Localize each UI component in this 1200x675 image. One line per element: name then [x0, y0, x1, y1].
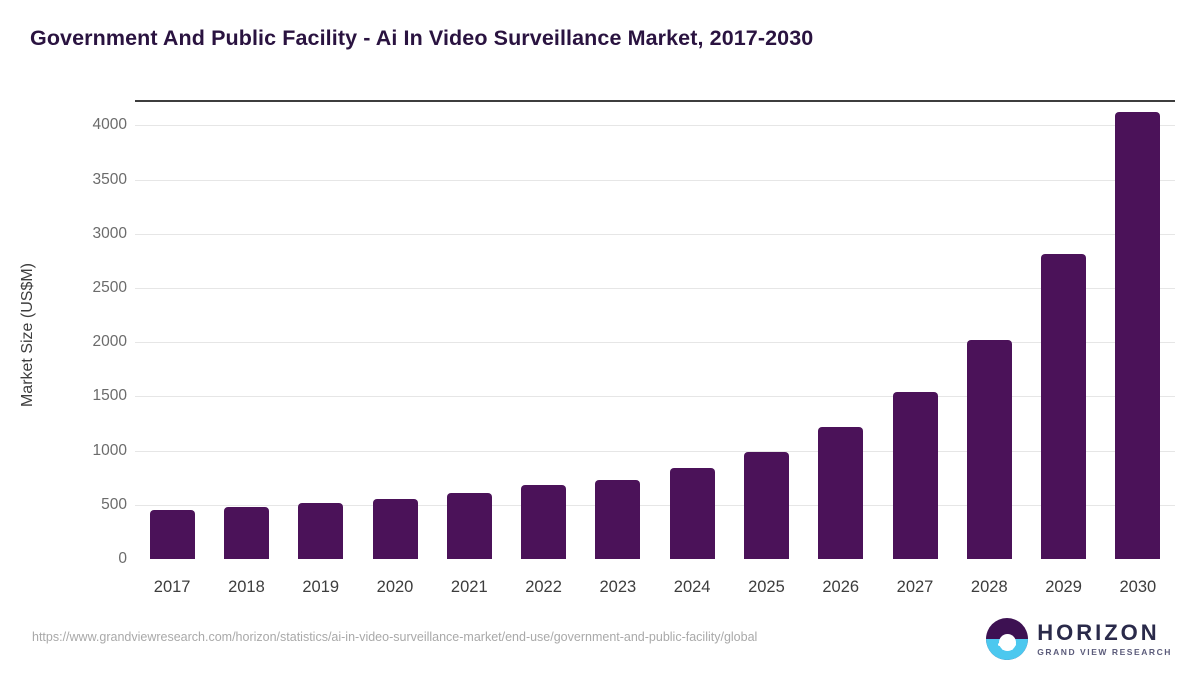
bar[interactable]	[1041, 254, 1087, 559]
gridline	[135, 450, 1175, 452]
x-axis-tick-label: 2020	[376, 578, 414, 596]
logo-sun-shape	[998, 633, 1016, 651]
horizon-logo: HORIZON GRAND VIEW RESEARCH	[986, 618, 1172, 660]
y-axis-title-label: Market Size (US$M)	[19, 262, 36, 408]
x-axis-tick-label: 2027	[896, 578, 934, 596]
bar[interactable]	[521, 485, 567, 559]
bar[interactable]	[372, 498, 418, 559]
logo-ray-upper	[998, 643, 1017, 646]
plot-area: 0 500 1000 1500 2000 2500 3000 3500 4000 2017 2018…	[93, 100, 1180, 596]
x-axis-tick-label: 2018	[228, 578, 265, 596]
y-axis-tick-label: 2000	[92, 333, 127, 351]
x-axis-tick-label: 2024	[673, 578, 711, 596]
bar[interactable]	[818, 427, 864, 559]
gridline	[135, 504, 1175, 506]
gridline	[135, 125, 1175, 127]
bar[interactable]	[669, 467, 715, 559]
x-axis-tick-label: 2025	[748, 578, 785, 596]
page-title: Government And Public Facility - Ai In V…	[30, 26, 814, 50]
logo-wordmark: HORIZON GRAND VIEW RESEARCH	[1037, 619, 1172, 657]
logo-name: HORIZON	[1037, 619, 1160, 645]
logo-ray-lower	[1001, 647, 1013, 650]
y-axis-tick-label: 500	[101, 495, 127, 513]
gridline	[135, 342, 1175, 344]
gridline	[135, 179, 1175, 181]
gridline	[135, 288, 1175, 289]
bar[interactable]	[892, 392, 938, 559]
x-axis-tick-label: 2023	[599, 578, 637, 596]
gridline	[135, 396, 1175, 398]
bar[interactable]	[298, 503, 344, 559]
x-axis-tick-label: 2028	[970, 578, 1008, 596]
x-axis-tick-label: 2030	[1119, 578, 1157, 596]
bar[interactable]	[149, 510, 195, 559]
horizon-sun-circle-icon	[986, 618, 1029, 660]
bar-series	[110, 100, 1180, 570]
bar[interactable]	[595, 480, 641, 559]
gridlines	[110, 100, 1180, 570]
x-axis-tick-label: 2026	[822, 578, 860, 596]
x-axis-tick-label: 2017	[153, 578, 191, 596]
bar[interactable]	[966, 340, 1012, 559]
x-axis-tick-label: 2022	[525, 578, 562, 596]
y-axis-tick-label: 0	[118, 550, 127, 567]
gridline	[135, 233, 1175, 235]
x-axis-tick-label: 2019	[302, 578, 340, 596]
x-axis-line	[135, 100, 1175, 102]
source-url[interactable]: https://www.grandviewresearch.com/horizo…	[32, 630, 758, 644]
y-axis-tick-label: 4000	[92, 116, 127, 134]
logo-tagline: GRAND VIEW RESEARCH	[1037, 646, 1172, 657]
x-axis-tick-label: 2029	[1045, 578, 1082, 596]
axis-labels: 0 500 1000 1500 2000 2500 3000 3500 4000 2017 2018…	[93, 100, 1180, 596]
x-axis-tick-label: 2021	[450, 578, 488, 596]
bar[interactable]	[743, 451, 789, 559]
y-axis-tick-label: 3000	[92, 224, 127, 242]
y-axis-tick-label: 1000	[92, 441, 127, 459]
y-axis-tick-label: 3500	[92, 170, 127, 188]
bar[interactable]	[446, 493, 492, 559]
y-axis-tick-label: 1500	[92, 387, 127, 405]
y-axis-tick-label: 2500	[92, 279, 127, 296]
bar[interactable]	[1115, 112, 1161, 559]
bar[interactable]	[223, 506, 269, 559]
